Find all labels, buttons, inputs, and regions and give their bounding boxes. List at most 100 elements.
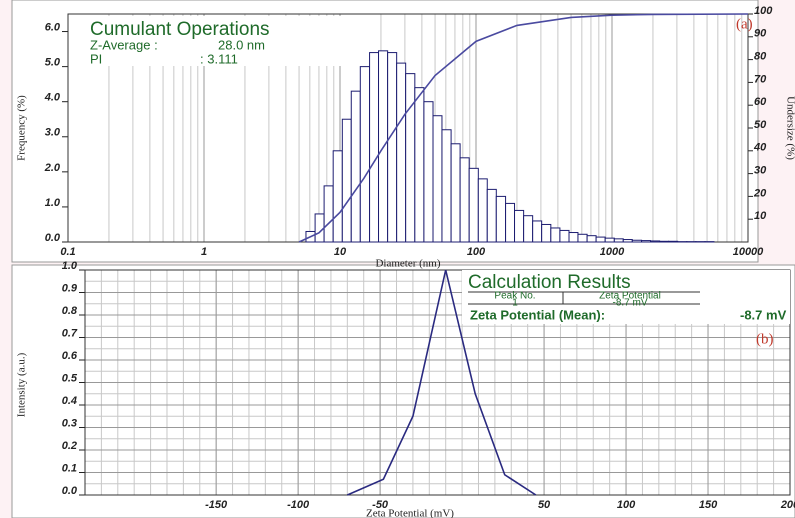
y-tick-label: 1.0 <box>62 260 78 272</box>
overlay-a: Cumulant Operations Z-Average : 28.0 nm … <box>16 16 795 270</box>
y-axis-label: Intensity (a.u.) <box>16 352 28 417</box>
y-tick-label: 0.4 <box>62 395 77 407</box>
x-tick-label: 100 <box>617 499 636 511</box>
chart-title: Calculation Results <box>468 272 631 293</box>
line <box>298 13 749 243</box>
y-tick-label: 3.0 <box>45 127 61 139</box>
y-axis-label: Frequency (%) <box>16 95 28 161</box>
overlay-b: Calculation Results Peak No. Zeta Potent… <box>16 270 790 518</box>
y2-tick-label: 40 <box>753 142 767 154</box>
y2-tick-label: 30 <box>754 165 767 177</box>
y-tick-label: 5.0 <box>45 57 61 69</box>
bar <box>341 118 352 243</box>
y-tick-label: 0.8 <box>62 305 78 317</box>
y2-tick-label: 60 <box>754 96 767 108</box>
bar <box>568 232 579 243</box>
bar <box>577 233 588 243</box>
results-box <box>462 270 790 324</box>
x-tick-label: 1 <box>201 246 207 258</box>
bar <box>586 235 597 243</box>
y-tick-label: 2.0 <box>44 162 61 174</box>
bar <box>559 229 570 243</box>
bar <box>332 150 343 243</box>
bar <box>659 240 670 243</box>
bar <box>387 52 398 243</box>
line <box>347 269 537 496</box>
bar <box>604 237 615 243</box>
x-tick-label: -50 <box>372 499 389 511</box>
x-tick-label: 10 <box>334 246 347 258</box>
table-cell: -8.7 mV <box>612 298 647 309</box>
x-tick-label: -100 <box>287 499 310 511</box>
x-axis-label: Zeta Potential (mV) <box>366 508 454 518</box>
y2-tick-label: 10 <box>754 210 767 222</box>
x-tick-label: 1000 <box>600 246 625 258</box>
y-tick-label: 0.1 <box>62 462 77 474</box>
y2-tick-label: 100 <box>754 5 773 17</box>
y2-tick-label: 20 <box>753 187 767 199</box>
y2-axis-label: Undersize (%) <box>784 96 795 160</box>
bar <box>423 101 434 243</box>
x-tick-label: 150 <box>699 499 718 511</box>
bar <box>350 90 361 243</box>
y-tick-label: 4.0 <box>44 92 61 104</box>
bar <box>477 178 488 243</box>
bar <box>486 188 497 243</box>
info-value: : 3.111 <box>200 51 238 66</box>
plot-frame <box>84 269 791 496</box>
panel-label: (a) <box>736 16 753 32</box>
bar <box>595 236 606 243</box>
table-header: Zeta Potential <box>599 291 661 302</box>
chart-title: Cumulant Operations <box>90 19 270 40</box>
bar <box>622 239 633 243</box>
y2-tick-label: 80 <box>754 51 767 63</box>
table-header: Peak No. <box>494 291 535 302</box>
y-tick-label: 0.9 <box>62 282 78 294</box>
bar <box>459 157 470 243</box>
y-tick-label: 0.3 <box>62 417 77 429</box>
y-tick-label: 0.0 <box>62 485 78 497</box>
y2-tick-label: 90 <box>754 28 767 40</box>
x-tick-label: 200 <box>780 499 795 511</box>
info-label: Z-Average : <box>90 37 158 52</box>
bar <box>323 185 334 243</box>
bar <box>505 202 516 243</box>
bar <box>359 66 371 243</box>
table-cell: 1 <box>512 298 518 309</box>
y-tick-label: 0.2 <box>62 440 77 452</box>
bar <box>414 87 425 243</box>
bar <box>631 239 643 243</box>
y-tick-label: 6.0 <box>45 21 61 33</box>
x-tick-label: -150 <box>205 499 228 511</box>
y-tick-label: 0.7 <box>62 327 78 339</box>
x-tick-label: 50 <box>538 499 551 511</box>
y-tick-label: 0.0 <box>45 232 61 244</box>
bar <box>405 73 416 243</box>
y-tick-label: 0.5 <box>62 372 78 384</box>
bar <box>532 220 543 243</box>
bar <box>541 223 552 243</box>
bar <box>432 115 443 243</box>
summary-value: -8.7 mV <box>740 307 787 322</box>
y-tick-label: 1.0 <box>45 197 61 209</box>
info-label: PI <box>90 51 102 66</box>
bar <box>550 227 561 243</box>
info-value: 28.0 nm <box>218 37 265 52</box>
bar <box>495 195 507 243</box>
y-tick-label: 0.6 <box>62 350 78 362</box>
bar <box>613 238 624 243</box>
y2-tick-label: 50 <box>754 119 767 131</box>
bar <box>441 129 452 243</box>
bar <box>450 143 461 243</box>
bar <box>523 215 534 243</box>
x-tick-label: 10000 <box>733 246 764 258</box>
bar <box>314 213 325 243</box>
chart-b: -150 -100 -50 50 100 150 200 0.0 0.1 0.2 0.3 0.4 0.5… <box>62 260 795 511</box>
bar <box>650 240 661 243</box>
bar <box>396 62 407 243</box>
y2-tick-label: 70 <box>754 73 767 85</box>
info-box <box>70 16 358 66</box>
summary-label: Zeta Potential (Mean): <box>470 307 605 322</box>
bar <box>468 167 479 243</box>
